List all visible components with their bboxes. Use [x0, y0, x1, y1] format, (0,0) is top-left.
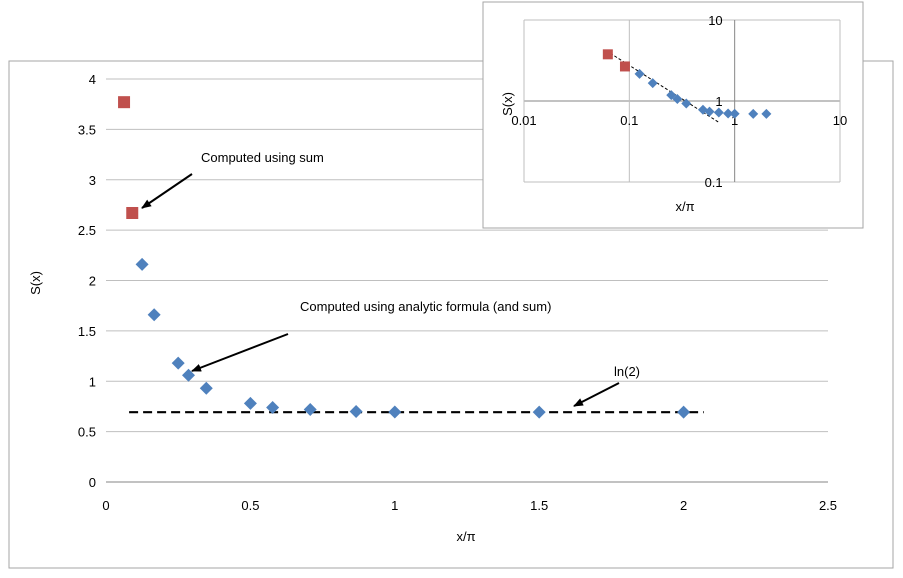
main-point-analytic: [199, 381, 213, 395]
inset-x-axis-title: x/π: [675, 199, 694, 214]
inset-point-analytic: [748, 108, 759, 119]
annotation-arrow-sum: [141, 173, 193, 209]
main-x-tick-label: 2.5: [819, 498, 837, 513]
annotation-analytic-formula: Computed using analytic formula (and sum…: [300, 299, 551, 314]
main-data-points: [118, 96, 691, 419]
main-y-axis-title: S(x): [28, 271, 43, 295]
inset-point-analytic: [729, 108, 740, 119]
inset-point-analytic: [761, 108, 772, 119]
inset-point-analytic: [681, 98, 692, 109]
main-x-tick-label: 0: [102, 498, 109, 513]
inset-point-analytic: [634, 68, 645, 79]
main-point-analytic: [182, 368, 196, 382]
main-point-analytic: [171, 356, 185, 370]
inset-x-tick-label: 0.01: [511, 113, 536, 128]
inset-y-tick-labels: 0.1 1 10: [705, 13, 723, 190]
inset-chart-frame: [482, 1, 864, 229]
inset-y-axis-title: S(x): [500, 92, 515, 116]
annotation-ln2: ln(2): [614, 364, 640, 379]
main-point-analytic: [532, 405, 546, 419]
main-point-analytic: [677, 405, 691, 419]
inset-data-points: [602, 49, 772, 119]
main-y-tick-label: 2: [89, 274, 96, 289]
inset-point-sum: [619, 61, 630, 72]
main-y-tick-label: 2.5: [78, 223, 96, 238]
annotation-computed-using-sum: Computed using sum: [201, 150, 324, 165]
inset-x-tick-label: 0.1: [620, 113, 638, 128]
inset-point-sum: [602, 49, 613, 60]
inset-y-tick-label: 10: [708, 13, 722, 28]
main-x-axis-title: x/π: [456, 529, 475, 544]
main-point-analytic: [266, 400, 280, 414]
inset-y-tick-label: 0.1: [705, 175, 723, 190]
main-x-tick-labels: 0 0.5 1 1.5 2 2.5: [102, 498, 837, 513]
main-x-tick-label: 1: [391, 498, 398, 513]
main-point-analytic: [147, 308, 161, 322]
inset-point-analytic: [723, 108, 734, 119]
main-y-tick-label: 0: [89, 475, 96, 490]
main-y-tick-labels: 0 0.5 1 1.5 2 2.5 3 3.5 4: [78, 72, 96, 490]
main-y-tick-label: 4: [89, 72, 96, 87]
inset-x-tick-labels: 0.01 0.1 1 10: [511, 113, 847, 128]
main-y-tick-label: 1.5: [78, 324, 96, 339]
main-x-tick-label: 1.5: [530, 498, 548, 513]
inset-gridlines: [523, 19, 841, 183]
main-x-tick-label: 2: [680, 498, 687, 513]
main-point-analytic: [243, 396, 257, 410]
annotation-arrow-analytic: [191, 333, 289, 372]
annotation-arrow-ln2: [573, 382, 620, 407]
main-point-analytic: [388, 405, 402, 419]
inset-chart: 0.01 0.1 1 10 0.1 1 10 x/π S(x): [482, 1, 864, 229]
inset-point-analytic: [704, 106, 715, 117]
main-y-tick-label: 3.5: [78, 122, 96, 137]
inset-point-analytic: [647, 78, 658, 89]
main-x-tick-label: 0.5: [241, 498, 259, 513]
main-point-analytic: [135, 257, 149, 271]
main-point-analytic: [303, 402, 317, 416]
main-y-tick-label: 0.5: [78, 425, 96, 440]
main-y-tick-label: 3: [89, 173, 96, 188]
inset-point-analytic: [713, 107, 724, 118]
main-point-analytic: [349, 404, 363, 418]
inset-x-tick-label: 10: [833, 113, 847, 128]
main-y-tick-label: 1: [89, 374, 96, 389]
inset-x-tick-label: 1: [731, 113, 738, 128]
inset-point-analytic: [672, 93, 683, 104]
main-point-sum: [118, 96, 131, 109]
inset-y-tick-label: 1: [715, 94, 722, 109]
main-point-sum: [126, 206, 139, 219]
